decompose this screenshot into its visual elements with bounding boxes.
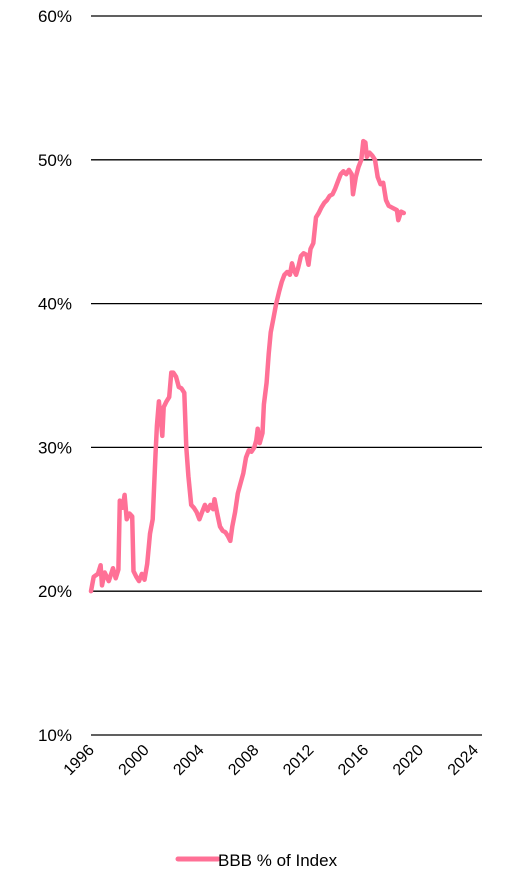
x-tick-label: 1996 [61,742,98,779]
gridlines [91,15,482,736]
x-tick-label: 2012 [280,742,317,779]
y-tick-label: 50% [38,151,72,170]
legend-label: BBB % of Index [218,851,338,870]
x-axis-labels: 1996 2000 2004 2008 2012 2016 2020 2024 [61,742,482,779]
x-tick-label: 2016 [335,742,372,779]
x-tick-label: 2000 [116,742,153,779]
series-line-0 [88,138,407,594]
series-layer [88,138,407,594]
y-tick-label: 30% [38,438,72,457]
y-axis-labels: 10% 20% 30% 40% 50% 60% [38,7,72,745]
y-tick-label: 10% [38,726,72,745]
x-tick-label: 2024 [445,742,482,779]
y-tick-label: 20% [38,582,72,601]
x-tick-label: 2004 [170,742,207,779]
y-tick-label: 60% [38,7,72,26]
x-tick-label: 2020 [390,742,427,779]
legend: BBB % of Index [175,851,338,870]
y-tick-label: 40% [38,295,72,314]
x-tick-label: 2008 [225,742,262,779]
